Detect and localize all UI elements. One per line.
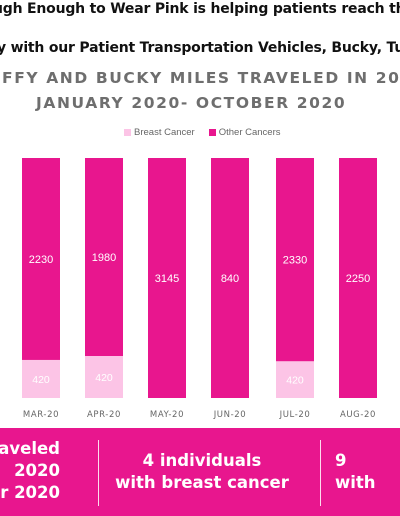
footer-stat-breast-cancer: 4 individuals with breast cancer	[109, 450, 295, 494]
bar-other-cancers-jul-20	[276, 158, 314, 362]
footer-stat-other: 9 with	[335, 450, 400, 494]
data-label-other-cancers-aug-20: 2250	[346, 273, 370, 285]
legend-swatch-breast-cancer	[124, 129, 131, 136]
footer-stat-breast-cancer-line-1: 4 individuals	[142, 451, 262, 470]
data-label-other-cancers-apr-20: 1980	[92, 252, 116, 264]
footer-stat-other-line-2: with	[335, 473, 376, 492]
data-label-breast-cancer-mar-20: 420	[32, 374, 50, 386]
x-tick-label-may-20: MAY-20	[150, 410, 184, 420]
footer-stat-miles-line-2: 2020	[14, 461, 60, 480]
footer-divider-2	[320, 440, 321, 506]
x-tick-label-jul-20: JUL-20	[279, 410, 311, 420]
bar-other-cancers-may-20	[148, 158, 186, 398]
x-tick-label-jun-20: JUN-20	[213, 410, 247, 420]
x-tick-label-apr-20: APR-20	[87, 410, 121, 420]
legend-item-other-cancers: Other Cancers	[208, 127, 281, 138]
data-label-other-cancers-mar-20: 2230	[29, 254, 53, 266]
data-label-breast-cancer-jul-20: 420	[286, 375, 304, 387]
data-label-breast-cancer-apr-20: 420	[95, 372, 113, 384]
intro-text-line-2: y with our Patient Transportation Vehicl…	[0, 40, 400, 56]
footer-divider-1	[98, 440, 99, 506]
bar-breast-cancer-jul-20	[276, 361, 314, 398]
legend-label-breast-cancer: Breast Cancer	[134, 127, 195, 138]
legend-label-other-cancers: Other Cancers	[218, 127, 281, 138]
footer-stat-other-line-1: 9	[335, 451, 347, 470]
chart-legend: Breast Cancer Other Cancers	[124, 127, 295, 138]
intro-text-line-1: ugh Enough to Wear Pink is helping patie…	[0, 1, 400, 17]
legend-item-breast-cancer: Breast Cancer	[124, 127, 195, 138]
footer-stat-breast-cancer-line-2: with breast cancer	[115, 473, 289, 492]
bar-chart: 2230 420 MAR-20 1980 420 APR-20 3145 MAY-20 840 J…	[22, 158, 377, 420]
data-label-other-cancers-may-20: 3145	[155, 273, 179, 285]
data-label-other-cancers-jun-20: 840	[221, 273, 239, 285]
bar-breast-cancer-apr-20	[85, 356, 123, 398]
data-label-other-cancers-jul-20: 2330	[283, 255, 307, 267]
footer-stat-miles-line-1: traveled	[0, 439, 60, 458]
chart-subtitle: JANUARY 2020- OCTOBER 2020	[36, 94, 347, 112]
chart-title: FFY AND BUCKY MILES TRAVELED IN 2020	[2, 69, 400, 87]
bar-breast-cancer-mar-20	[22, 359, 60, 398]
footer-stat-miles-line-3: er 2020	[0, 483, 60, 502]
bar-other-cancers-apr-20	[85, 158, 123, 356]
bar-other-cancers-aug-20	[339, 158, 377, 398]
footer-stats-band	[0, 428, 400, 516]
bar-other-cancers-jun-20	[211, 158, 249, 398]
x-tick-label-aug-20: AUG-20	[340, 410, 376, 420]
footer-stat-miles: traveled 2020 er 2020	[0, 438, 60, 504]
x-tick-label-mar-20: MAR-20	[23, 410, 59, 420]
legend-swatch-other-cancers	[208, 129, 216, 136]
bar-other-cancers-mar-20	[22, 158, 60, 360]
